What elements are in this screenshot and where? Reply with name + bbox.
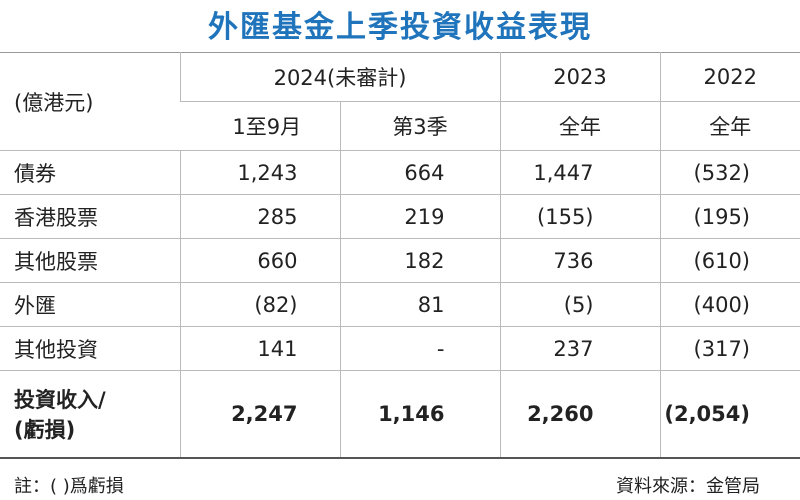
value-cell: - bbox=[339, 326, 500, 371]
source: 資料來源：金管局 bbox=[616, 476, 760, 497]
value-cell: 285 bbox=[179, 194, 340, 239]
table-row: 外匯 (82) 81 (5) (400) bbox=[0, 282, 800, 327]
value-cell: 2,260 bbox=[499, 370, 660, 459]
value-cell: 1,146 bbox=[339, 370, 500, 459]
value-cell: 1,243 bbox=[179, 150, 340, 195]
table-row: 香港股票 285 219 (155) (195) bbox=[0, 194, 800, 239]
title: 外匯基金上季投資收益表現 bbox=[208, 10, 592, 45]
footnote: 註：( )爲虧損 bbox=[14, 476, 124, 497]
total-row: 投資收入/ (虧損) 2,247 1,146 2,260 (2,054) bbox=[0, 370, 800, 459]
row-label: 其他股票 bbox=[0, 238, 180, 283]
value-cell: 736 bbox=[499, 238, 660, 283]
table: (億港元) 2024(未審計) 2023 2022 1至9月 第3季 全年 全年 債券 1,243… bbox=[0, 52, 800, 459]
value-cell: 664 bbox=[339, 150, 500, 195]
header-cell: 2022 bbox=[659, 52, 800, 102]
header-cell: 全年 bbox=[499, 101, 660, 151]
row-label: 投資收入/ (虧損) bbox=[0, 370, 180, 459]
table-row: 其他股票 660 182 736 (610) bbox=[0, 238, 800, 283]
label-line: (虧損) bbox=[14, 418, 76, 442]
value-cell: (2,054) bbox=[659, 370, 800, 459]
value-cell: (317) bbox=[659, 326, 800, 371]
header-cell: 2024(未審計) bbox=[179, 52, 500, 102]
row-label: 其他投資 bbox=[0, 326, 180, 371]
header-cell: 1至9月 bbox=[180, 101, 340, 151]
header-cell: 第3季 bbox=[339, 101, 500, 151]
value-cell: 219 bbox=[339, 194, 500, 239]
value-cell: 182 bbox=[339, 238, 500, 283]
value-cell: 141 bbox=[179, 326, 340, 371]
value-cell: 1,447 bbox=[499, 150, 660, 195]
value-cell: 2,247 bbox=[179, 370, 340, 459]
value-cell: (82) bbox=[179, 282, 340, 327]
value-cell: 81 bbox=[339, 282, 500, 327]
label-line: 投資收入/ bbox=[14, 388, 106, 412]
row-label: 香港股票 bbox=[0, 194, 180, 239]
value-cell: (5) bbox=[499, 282, 660, 327]
header-row: 1至9月 第3季 全年 全年 bbox=[0, 101, 800, 151]
value-cell: (532) bbox=[659, 150, 800, 195]
table-row: 債券 1,243 664 1,447 (532) bbox=[0, 150, 800, 195]
row-label: 外匯 bbox=[0, 282, 180, 327]
table-row: 其他投資 141-237 (317) bbox=[0, 326, 800, 371]
value-cell: (400) bbox=[659, 282, 800, 327]
header-cell: 全年 bbox=[659, 101, 800, 151]
header-cell: 2023 bbox=[499, 52, 660, 102]
value-cell: (610) bbox=[659, 238, 800, 283]
value-cell: (195) bbox=[659, 194, 800, 239]
row-label: 債券 bbox=[0, 150, 180, 195]
value-cell: 237 bbox=[499, 326, 660, 371]
value-cell: 660 bbox=[179, 238, 340, 283]
header-cell: (億港元) bbox=[0, 52, 180, 151]
value-cell: (155) bbox=[499, 194, 660, 239]
header-row: (億港元) 2024(未審計) 2023 2022 bbox=[0, 52, 800, 151]
